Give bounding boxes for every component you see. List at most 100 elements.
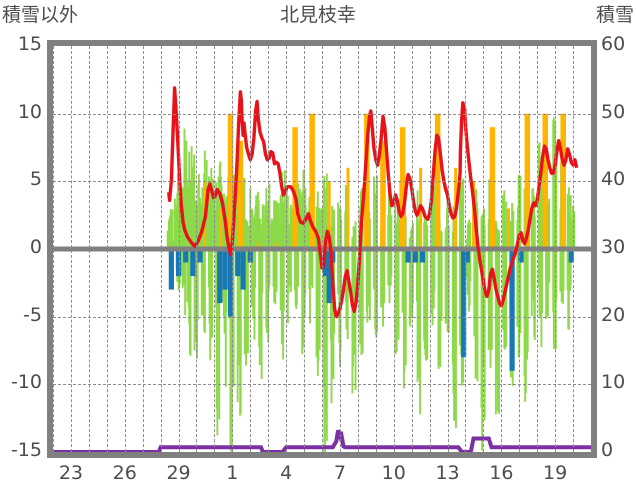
orange-bar	[380, 140, 386, 249]
green-bar-down	[505, 249, 508, 347]
orange-bar	[276, 242, 279, 249]
vertical-gridline	[142, 46, 144, 452]
green-bar-down	[541, 249, 543, 313]
temperature-line	[167, 86, 579, 319]
green-bar-up	[340, 219, 343, 249]
vertical-gridline	[214, 46, 216, 452]
green-bar-up	[404, 216, 407, 249]
green-bar-down	[383, 249, 386, 304]
x-tick-8: 16	[489, 462, 514, 484]
green-bar-down	[218, 249, 221, 420]
green-bar-down	[224, 249, 227, 387]
x-tick-2: 29	[166, 462, 191, 484]
y2-tick-0: 60	[601, 33, 626, 55]
y2-tick-1: 50	[601, 100, 626, 123]
x-tick-7: 13	[435, 462, 460, 484]
green-bar-up	[171, 233, 174, 249]
green-bar-down	[481, 249, 484, 451]
y-tick-5: -10	[10, 371, 42, 394]
green-bar-down	[419, 249, 422, 415]
vertical-gridline	[447, 46, 449, 452]
green-bar-up	[548, 198, 551, 249]
green-bar-down	[318, 249, 321, 350]
green-bar-up	[512, 210, 515, 249]
orange-bar	[327, 181, 331, 249]
green-bar-down	[404, 249, 407, 366]
y2-tick-3: 30	[601, 236, 626, 258]
green-bar-up	[411, 222, 414, 249]
blue-bar	[235, 249, 241, 277]
green-bar-up	[573, 211, 576, 249]
vertical-gridline	[178, 46, 180, 452]
vertical-gridline	[483, 46, 485, 452]
green-bar-down	[567, 249, 570, 330]
green-bar-up	[460, 180, 463, 249]
blue-bar	[222, 249, 228, 290]
blue-bar	[509, 249, 515, 371]
orange-bar	[219, 208, 223, 249]
green-bar-down	[555, 249, 558, 300]
y2-tick-5: 10	[601, 371, 626, 394]
green-bar-down	[548, 249, 551, 283]
green-bar-down	[184, 249, 187, 316]
y2-tick-4: 20	[601, 303, 626, 326]
green-bar-up	[186, 208, 189, 249]
green-bar-down	[439, 249, 442, 367]
green-bar-down	[533, 249, 536, 341]
left-axis-title: 積雪以外	[2, 4, 79, 26]
green-bar-up	[333, 209, 335, 249]
green-bar-up	[462, 178, 465, 249]
blue-bar	[190, 249, 196, 277]
green-bar-down	[325, 249, 328, 441]
green-bar-up	[423, 214, 426, 249]
green-bar-down	[261, 249, 264, 293]
green-bar-down	[311, 249, 314, 289]
green-bar-up	[503, 190, 506, 249]
green-bar-down	[324, 249, 326, 452]
blue-bar	[240, 249, 246, 290]
vertical-gridline	[286, 46, 288, 452]
green-bar-down	[189, 249, 192, 356]
green-bar-down	[196, 249, 199, 321]
chart-title: 北見枝幸	[279, 4, 356, 26]
green-bar-down	[243, 249, 246, 355]
orange-bar	[258, 242, 261, 249]
green-bar-down	[236, 249, 239, 403]
green-bar-down	[416, 249, 419, 383]
green-bar-up	[207, 176, 210, 249]
green-bar-down	[440, 249, 443, 321]
blue-bar	[568, 249, 574, 263]
plot-area	[53, 46, 591, 452]
x-tick-1: 26	[112, 462, 137, 484]
green-bar-up	[188, 151, 191, 249]
green-bar-up	[257, 199, 260, 249]
green-bar-up	[275, 202, 278, 249]
green-bar-up	[243, 177, 246, 249]
orange-bar	[399, 127, 406, 249]
green-bar-down	[239, 249, 242, 413]
green-bar-down	[273, 249, 276, 303]
vertical-gridline	[160, 46, 162, 452]
green-bar-up	[511, 203, 514, 249]
horizontal-gridline	[53, 113, 591, 115]
green-bar-down	[368, 249, 371, 321]
vertical-gridline	[375, 46, 377, 452]
green-bar-down	[232, 249, 235, 387]
vertical-gridline	[501, 46, 503, 452]
green-bar-down	[469, 249, 472, 282]
horizontal-gridline	[53, 384, 591, 386]
chart-canvas	[53, 86, 591, 452]
green-bar-down	[395, 249, 398, 353]
x-tick-3: 1	[226, 462, 239, 484]
y-tick-3: 0	[29, 236, 42, 258]
right-axis-title: 積雪	[595, 4, 634, 26]
y-tick-0: 15	[17, 33, 42, 55]
green-bar-down	[347, 249, 350, 283]
blue-bar	[518, 249, 524, 263]
y2-tick-6: 0	[601, 439, 614, 461]
green-bar-down	[230, 249, 233, 452]
orange-bar	[292, 127, 298, 249]
y-tick-2: 5	[29, 168, 42, 191]
vertical-gridline	[465, 46, 467, 452]
vertical-gridline	[339, 46, 341, 452]
